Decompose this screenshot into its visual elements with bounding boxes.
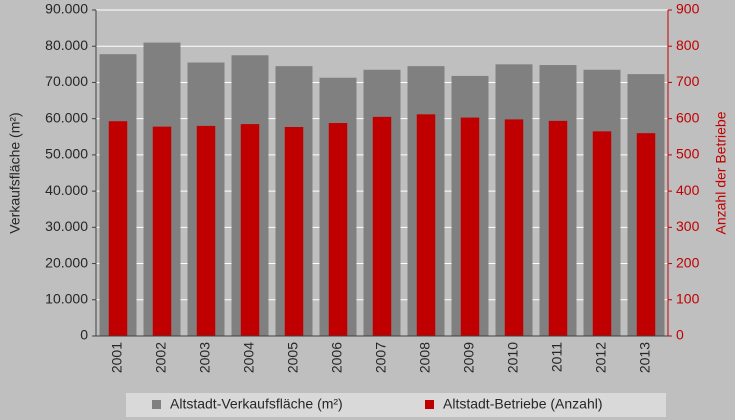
y-tick-label: 0 <box>80 327 88 343</box>
y2-tick-label: 700 <box>676 73 700 89</box>
bar-secondary <box>108 121 128 336</box>
bar-secondary <box>240 124 260 336</box>
y-tick-label: 70.000 <box>45 73 88 89</box>
y2-tick-label: 900 <box>676 1 700 17</box>
y2-tick-label: 800 <box>676 37 700 53</box>
legend-swatch <box>152 400 161 409</box>
y2-tick-label: 200 <box>676 254 700 270</box>
bar-secondary <box>636 133 656 336</box>
y2-tick-label: 400 <box>676 182 700 198</box>
bar-secondary <box>460 117 480 336</box>
y-tick-label: 10.000 <box>45 290 88 306</box>
x-tick-label: 2002 <box>153 342 169 373</box>
x-tick-label: 2007 <box>373 342 389 373</box>
legend-label: Altstadt-Verkaufsfläche (m²) <box>170 396 343 412</box>
x-tick-label: 2013 <box>637 342 653 373</box>
bar-secondary <box>592 131 612 336</box>
y-tick-label: 40.000 <box>45 182 88 198</box>
x-tick-label: 2001 <box>109 342 125 373</box>
bar-secondary <box>196 125 216 337</box>
x-tick-label: 2012 <box>593 342 609 373</box>
x-tick-label: 2003 <box>197 342 213 373</box>
legend-swatch <box>425 400 434 409</box>
bar-secondary <box>548 120 568 336</box>
y-tick-label: 30.000 <box>45 218 88 234</box>
bar-secondary <box>504 119 524 336</box>
y2-tick-label: 100 <box>676 290 700 306</box>
legend-box <box>126 393 666 417</box>
bar-secondary <box>284 126 304 337</box>
bar-secondary <box>416 114 436 336</box>
bar-secondary <box>328 123 348 336</box>
legend-label: Altstadt-Betriebe (Anzahl) <box>443 396 603 412</box>
bar-secondary <box>372 116 392 336</box>
y-tick-label: 50.000 <box>45 146 88 162</box>
x-tick-label: 2011 <box>549 342 565 372</box>
y2-axis-label: Anzahl der Betriebe <box>713 111 729 234</box>
y2-tick-label: 500 <box>676 146 700 162</box>
x-tick-label: 2008 <box>417 342 433 373</box>
x-tick-label: 2006 <box>329 342 345 373</box>
y-tick-label: 80.000 <box>45 37 88 53</box>
x-tick-label: 2005 <box>285 342 301 373</box>
y-tick-label: 20.000 <box>45 254 88 270</box>
bar-secondary <box>152 126 172 336</box>
y2-tick-label: 300 <box>676 218 700 234</box>
y-axis-label: Verkaufsfläche (m²) <box>7 112 23 233</box>
y-tick-label: 60.000 <box>45 109 88 125</box>
x-tick-label: 2009 <box>461 342 477 373</box>
x-tick-label: 2004 <box>241 342 257 373</box>
y-tick-label: 90.000 <box>45 1 88 17</box>
y2-tick-label: 0 <box>676 327 684 343</box>
x-tick-label: 2010 <box>505 342 521 373</box>
y2-tick-label: 600 <box>676 109 700 125</box>
